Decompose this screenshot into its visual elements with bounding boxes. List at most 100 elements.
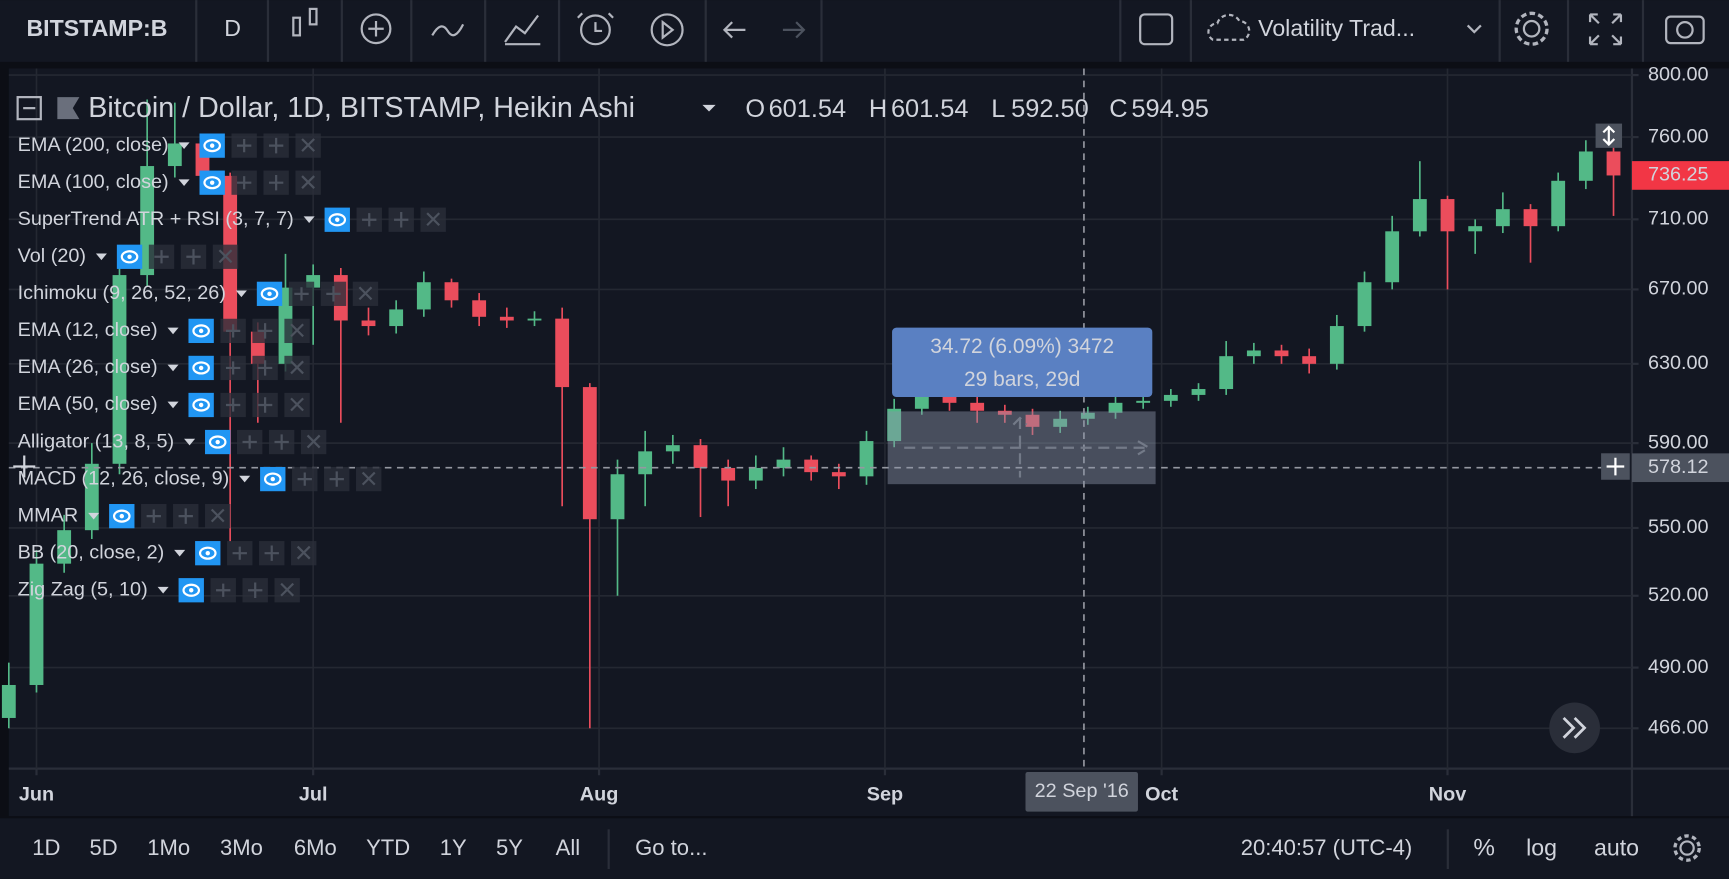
- price-badges: 578.12 736.25: [1631, 161, 1729, 483]
- range-button[interactable]: 5D: [90, 835, 118, 860]
- goto-button[interactable]: Go to...: [635, 835, 707, 860]
- study-dropdown[interactable]: [303, 216, 315, 224]
- bottom-settings[interactable]: [1673, 834, 1701, 862]
- candle-body: [1108, 402, 1123, 413]
- range-button[interactable]: 6Mo: [294, 835, 337, 860]
- candle-body: [887, 408, 902, 442]
- study-name[interactable]: EMA (50, close): [18, 393, 158, 415]
- study-dropdown[interactable]: [88, 512, 100, 520]
- candle-body: [997, 410, 1012, 415]
- y-tick-label: 520.00: [1648, 584, 1709, 606]
- study-name[interactable]: MACD (12, 26, close, 9): [18, 467, 230, 489]
- candle-body: [721, 467, 736, 481]
- study-dropdown[interactable]: [95, 253, 107, 261]
- study-dropdown[interactable]: [184, 438, 196, 446]
- candle-body: [1412, 199, 1427, 232]
- study-name[interactable]: BB (20, close, 2): [18, 541, 165, 563]
- study-dropdown[interactable]: [174, 549, 186, 557]
- study-plus-icon: [274, 434, 289, 450]
- eye-icon: [198, 365, 204, 371]
- ohlc-label: H: [869, 95, 887, 123]
- ohlc-value: 594.95: [1131, 95, 1209, 123]
- fullscreen-box-icon[interactable]: [1139, 13, 1174, 46]
- indicators-icon[interactable]: [360, 13, 392, 45]
- alert-icon[interactable]: [577, 12, 614, 46]
- study-name[interactable]: Ichimoku (9, 26, 52, 26): [18, 282, 226, 304]
- study-name[interactable]: MMAR: [18, 504, 79, 526]
- range-button[interactable]: 5Y: [496, 835, 523, 860]
- settings-icon[interactable]: [1514, 11, 1549, 46]
- maximize-icon[interactable]: [1588, 13, 1623, 46]
- candle-body: [859, 441, 874, 477]
- candle-body: [1551, 180, 1566, 227]
- percent-toggle[interactable]: %: [1473, 835, 1495, 862]
- icon-part: [1514, 11, 1549, 46]
- study-name[interactable]: Vol (20): [18, 245, 86, 267]
- y-tick-label: 800.00: [1648, 63, 1709, 85]
- measure-text: 34.72 (6.09%) 3472: [930, 335, 1114, 358]
- snapshot-icon[interactable]: [1665, 15, 1705, 45]
- candle-body: [361, 320, 376, 327]
- study-dropdown[interactable]: [239, 475, 251, 483]
- y-tick-label: 630.00: [1648, 352, 1709, 374]
- candle-type-icon[interactable]: [292, 7, 318, 37]
- candle-body: [1329, 326, 1344, 364]
- range-button[interactable]: 1D: [32, 835, 60, 860]
- study-dropdown[interactable]: [178, 179, 190, 186]
- study-dropdown[interactable]: [167, 327, 179, 335]
- study-name[interactable]: SuperTrend ATR + RSI (3, 7, 7): [18, 208, 294, 230]
- log-toggle[interactable]: log: [1526, 834, 1557, 860]
- cloud-icon[interactable]: [1207, 13, 1251, 41]
- symbol-button[interactable]: BITSTAMP:B: [26, 15, 167, 41]
- redo-icon[interactable]: [782, 21, 806, 39]
- collapse-icon[interactable]: [16, 96, 42, 121]
- study-name[interactable]: Zig Zag (5, 10): [18, 578, 148, 600]
- range-button[interactable]: YTD: [366, 835, 410, 860]
- eye-icon: [328, 213, 347, 227]
- study-name[interactable]: EMA (100, close): [18, 171, 169, 193]
- crosshair-date-badge: [1025, 771, 1138, 812]
- measure-text: 29 bars, 29d: [964, 368, 1080, 391]
- flag-icon[interactable]: [57, 97, 80, 120]
- series-title[interactable]: Bitcoin / Dollar, 1D, BITSTAMP, Heikin A…: [88, 92, 635, 124]
- study-dropdown[interactable]: [178, 142, 190, 149]
- templates-icon[interactable]: [504, 14, 541, 46]
- study-close-icon: [361, 471, 376, 486]
- layout-name[interactable]: Volatility Trad...: [1258, 15, 1415, 41]
- study-dropdown[interactable]: [167, 401, 179, 409]
- candle-body: [1163, 394, 1178, 401]
- study-name[interactable]: EMA (12, close): [18, 319, 158, 341]
- range-button[interactable]: 3Mo: [220, 835, 263, 860]
- crosshair-price: 578.12: [1648, 456, 1709, 478]
- replay-icon[interactable]: [650, 13, 684, 47]
- undo-icon[interactable]: [722, 21, 746, 39]
- study-name[interactable]: EMA (26, close): [18, 356, 158, 378]
- range-button[interactable]: 1Mo: [147, 835, 190, 860]
- dropdown-arrow[interactable]: [1466, 24, 1482, 34]
- study-name[interactable]: Alligator (13, 8, 5): [18, 430, 175, 452]
- study-dropdown[interactable]: [235, 290, 247, 298]
- study-name[interactable]: EMA (200, close): [18, 134, 169, 156]
- icon-part: [368, 21, 384, 37]
- study-dropdown[interactable]: [167, 364, 179, 372]
- eye-icon: [112, 509, 131, 523]
- eye-icon: [192, 398, 210, 412]
- candle-body: [444, 282, 459, 301]
- ohlc-value: 592.50: [1011, 95, 1089, 123]
- ohlc-label: C: [1109, 95, 1127, 123]
- measure-tooltip: [892, 327, 1153, 398]
- auto-toggle[interactable]: auto: [1594, 834, 1639, 860]
- eye-icon: [198, 328, 204, 334]
- crosshair-plus[interactable]: [13, 455, 36, 478]
- range-button[interactable]: 1Y: [440, 835, 467, 860]
- x-tick-label: Nov: [1429, 783, 1466, 805]
- interval-button[interactable]: D: [224, 15, 241, 41]
- x-tick-label: Aug: [580, 783, 619, 805]
- compare-icon[interactable]: [431, 23, 465, 37]
- top-toolbar: [0, 0, 1729, 62]
- range-button[interactable]: All: [556, 835, 581, 860]
- study-close-icon: [210, 508, 225, 523]
- study-dropdown[interactable]: [157, 586, 169, 594]
- dropdown-arrow[interactable]: [702, 104, 716, 112]
- icon-part: [580, 14, 611, 46]
